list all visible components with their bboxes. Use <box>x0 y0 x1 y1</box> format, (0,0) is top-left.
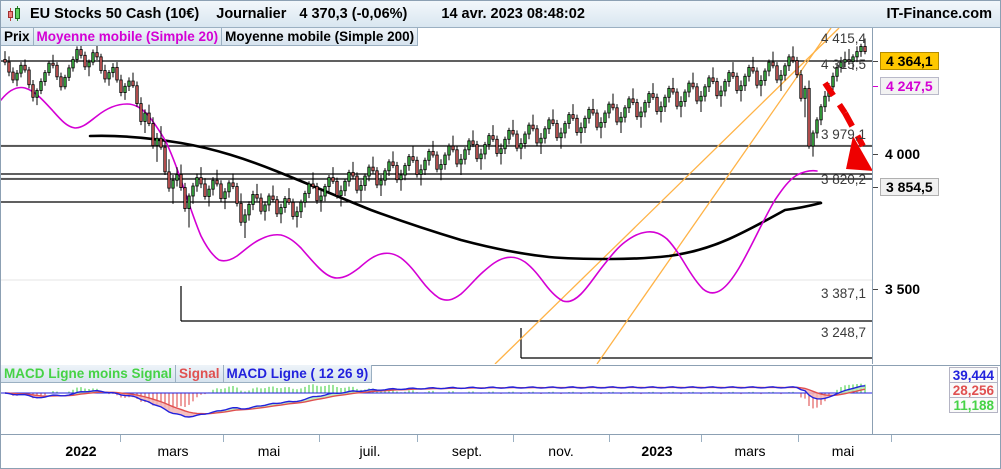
axis-ma20-row[interactable]: 4 247,5 <box>873 77 1000 95</box>
legend-ma20[interactable]: Moyenne mobile (Simple 20) <box>33 28 223 46</box>
last-price-badge[interactable]: 4 364,1 <box>880 52 939 70</box>
ma200-line <box>88 134 823 261</box>
time-gridline <box>319 435 320 442</box>
horizontal-levels <box>1 60 872 359</box>
price-gridlines <box>1 144 872 281</box>
macd-main-line <box>4 385 866 418</box>
time-gridline <box>223 435 224 442</box>
candlestick-series <box>3 38 867 238</box>
quote-datetime: 14 avr. 2023 08:48:02 <box>441 6 585 22</box>
level-label-0: 4 415,4 <box>820 31 866 46</box>
level-label-4: 3 387,1 <box>820 286 866 301</box>
price-chart-panel[interactable]: © IT-Finance.com <box>1 28 873 364</box>
macd-line-value-badge[interactable]: 39,444 <box>948 367 998 383</box>
time-axis-label-1: mars <box>157 443 189 459</box>
axis-tick-label-4000: 4 000 <box>885 146 921 162</box>
level-label-2: 3 979,1 <box>820 127 866 142</box>
legend-price[interactable]: Prix <box>1 28 34 46</box>
price-axis[interactable]: 4 364,1 4 247,5 4 000 3 854,5 3 500 <box>873 28 1000 364</box>
level-label-3: 3 820,2 <box>820 172 866 187</box>
price-chart-svg <box>1 28 872 364</box>
axis-tick-label-3500: 3 500 <box>885 281 921 297</box>
time-axis-label-0: 2022 <box>65 443 97 459</box>
level-label-5: 3 248,7 <box>820 325 866 340</box>
instrument-name: EU Stocks 50 Cash (10€) <box>30 6 200 22</box>
time-gridline <box>798 435 799 442</box>
ma20-line <box>1 86 818 303</box>
axis-tick-3500-row: 3 500 <box>873 280 1000 298</box>
time-axis-label-8: mai <box>831 443 855 459</box>
brand-label: IT-Finance.com <box>886 6 992 22</box>
price-legend-row[interactable]: Prix Moyenne mobile (Simple 20) Moyenne … <box>1 28 419 46</box>
macd-fill <box>9 385 865 417</box>
macd-signal-line <box>4 386 866 415</box>
time-gridline <box>701 435 702 442</box>
title-bar: EU Stocks 50 Cash (10€) Journalier 4 370… <box>1 1 1000 28</box>
macd-axis[interactable]: 39,444 28,256 11,188 <box>873 365 1000 434</box>
time-gridline <box>891 435 892 442</box>
bearish-arrow-annotation <box>822 81 866 148</box>
axis-tick-4000-row: 4 000 <box>873 145 1000 163</box>
time-gridline <box>609 435 610 442</box>
macd-legend-row[interactable]: MACD Ligne moins Signal Signal MACD Lign… <box>1 365 373 383</box>
time-axis-label-3: juil. <box>359 443 381 459</box>
legend-ma200[interactable]: Moyenne mobile (Simple 200) <box>222 28 419 46</box>
time-axis[interactable]: 2022 mars mai juil. sept. nov. 2023 mars mai <box>1 434 1000 468</box>
ma200-value-badge[interactable]: 3 854,5 <box>880 178 939 196</box>
time-gridline <box>120 435 121 442</box>
candlestick-icon <box>7 5 25 23</box>
macd-hist-value-badge[interactable]: 11,188 <box>949 397 998 413</box>
time-axis-label-7: mars <box>734 443 766 459</box>
axis-ma200-row[interactable]: 3 854,5 <box>873 178 1000 196</box>
time-gridline <box>417 435 418 442</box>
legend-macd-signal[interactable]: Signal <box>176 365 224 383</box>
macd-chart-svg <box>1 383 872 418</box>
level-label-1: 4 315,5 <box>820 57 866 72</box>
trend-channel <box>494 28 840 364</box>
time-gridline <box>513 435 514 442</box>
timeframe-label: Journalier <box>216 6 287 22</box>
time-axis-label-4: sept. <box>451 443 483 459</box>
legend-macd-line[interactable]: MACD Ligne ( 12 26 9) <box>223 365 373 383</box>
time-axis-label-6: 2023 <box>641 443 673 459</box>
time-axis-label-2: mai <box>257 443 281 459</box>
legend-macd-histogram[interactable]: MACD Ligne moins Signal <box>1 365 177 383</box>
axis-last-price-row[interactable]: 4 364,1 <box>873 52 1000 70</box>
ma20-value-badge[interactable]: 4 247,5 <box>880 77 939 95</box>
quote-value: 4 370,3 (-0,06%) <box>299 6 408 22</box>
macd-signal-value-badge[interactable]: 28,256 <box>948 382 998 398</box>
time-axis-label-5: nov. <box>548 443 574 459</box>
arrow-head-icon <box>846 136 872 171</box>
